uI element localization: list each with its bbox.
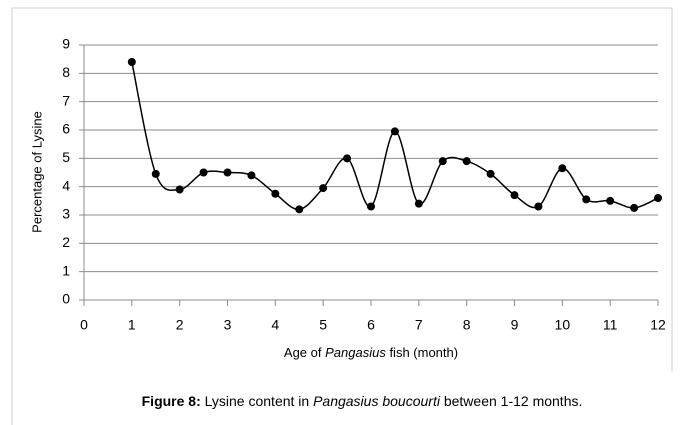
point — [414, 199, 423, 208]
caption-part: between 1-12 months. — [440, 393, 582, 409]
x-tick-label: 9 — [511, 317, 519, 333]
x-tick-label: 8 — [463, 317, 471, 333]
point — [127, 58, 136, 66]
x-tick-label: 4 — [271, 317, 279, 333]
point — [438, 157, 447, 166]
x-tick-label: 11 — [603, 317, 618, 333]
caption-part: Pangasius boucourti — [313, 393, 441, 409]
point — [510, 191, 519, 200]
caption: Figure 8: Lysine content in Pangasius bo… — [142, 393, 583, 409]
line — [131, 61, 659, 211]
x-tick-label: 3 — [224, 317, 232, 333]
point — [343, 154, 352, 163]
point — [654, 194, 662, 202]
y-tick-label: 4 — [62, 177, 70, 193]
caption-part: Figure 8: — [142, 393, 201, 409]
point — [390, 127, 399, 136]
x-tick-label: 7 — [415, 317, 423, 333]
x-tick-label: 10 — [555, 317, 571, 333]
x-tick-label: 5 — [319, 317, 327, 333]
point — [151, 169, 160, 178]
x-tick-label: 2 — [176, 317, 184, 333]
y-tick-label: 9 — [62, 36, 70, 52]
point — [534, 202, 543, 211]
x-tick-label: 6 — [367, 317, 375, 333]
y-tick-label: 2 — [62, 234, 70, 250]
point — [582, 195, 591, 204]
point — [247, 171, 256, 180]
point — [271, 189, 280, 198]
y-tick-label: 7 — [62, 92, 70, 108]
x-label-part: Age of — [284, 345, 325, 360]
x-axis-label: Age of Pangasius fish (month) — [284, 345, 458, 360]
caption-part: Lysine content in — [201, 393, 313, 409]
point — [486, 169, 495, 178]
y-tick-label: 3 — [62, 206, 70, 222]
y-tick-label: 1 — [62, 262, 70, 278]
x-tick-label: 12 — [650, 317, 666, 333]
point — [462, 157, 471, 166]
point — [630, 203, 639, 212]
y-tick-label: 6 — [62, 121, 70, 137]
point — [319, 184, 328, 193]
point — [558, 164, 567, 173]
x-label-part: fish (month) — [386, 345, 458, 360]
point — [175, 185, 184, 194]
x-label-part: Pangasius — [325, 345, 386, 360]
point — [295, 205, 304, 214]
y-tick-label: 8 — [62, 64, 70, 80]
x-tick-label: 0 — [80, 317, 88, 333]
y-tick-label: 0 — [62, 291, 70, 307]
point — [199, 168, 208, 177]
point — [367, 202, 375, 211]
x-tick-label: 1 — [128, 317, 136, 333]
y-tick-label: 5 — [62, 149, 70, 165]
y-axis-label: Percentage of Lysine — [29, 111, 44, 233]
frame — [11, 7, 673, 425]
point — [606, 196, 615, 205]
point — [223, 168, 232, 177]
